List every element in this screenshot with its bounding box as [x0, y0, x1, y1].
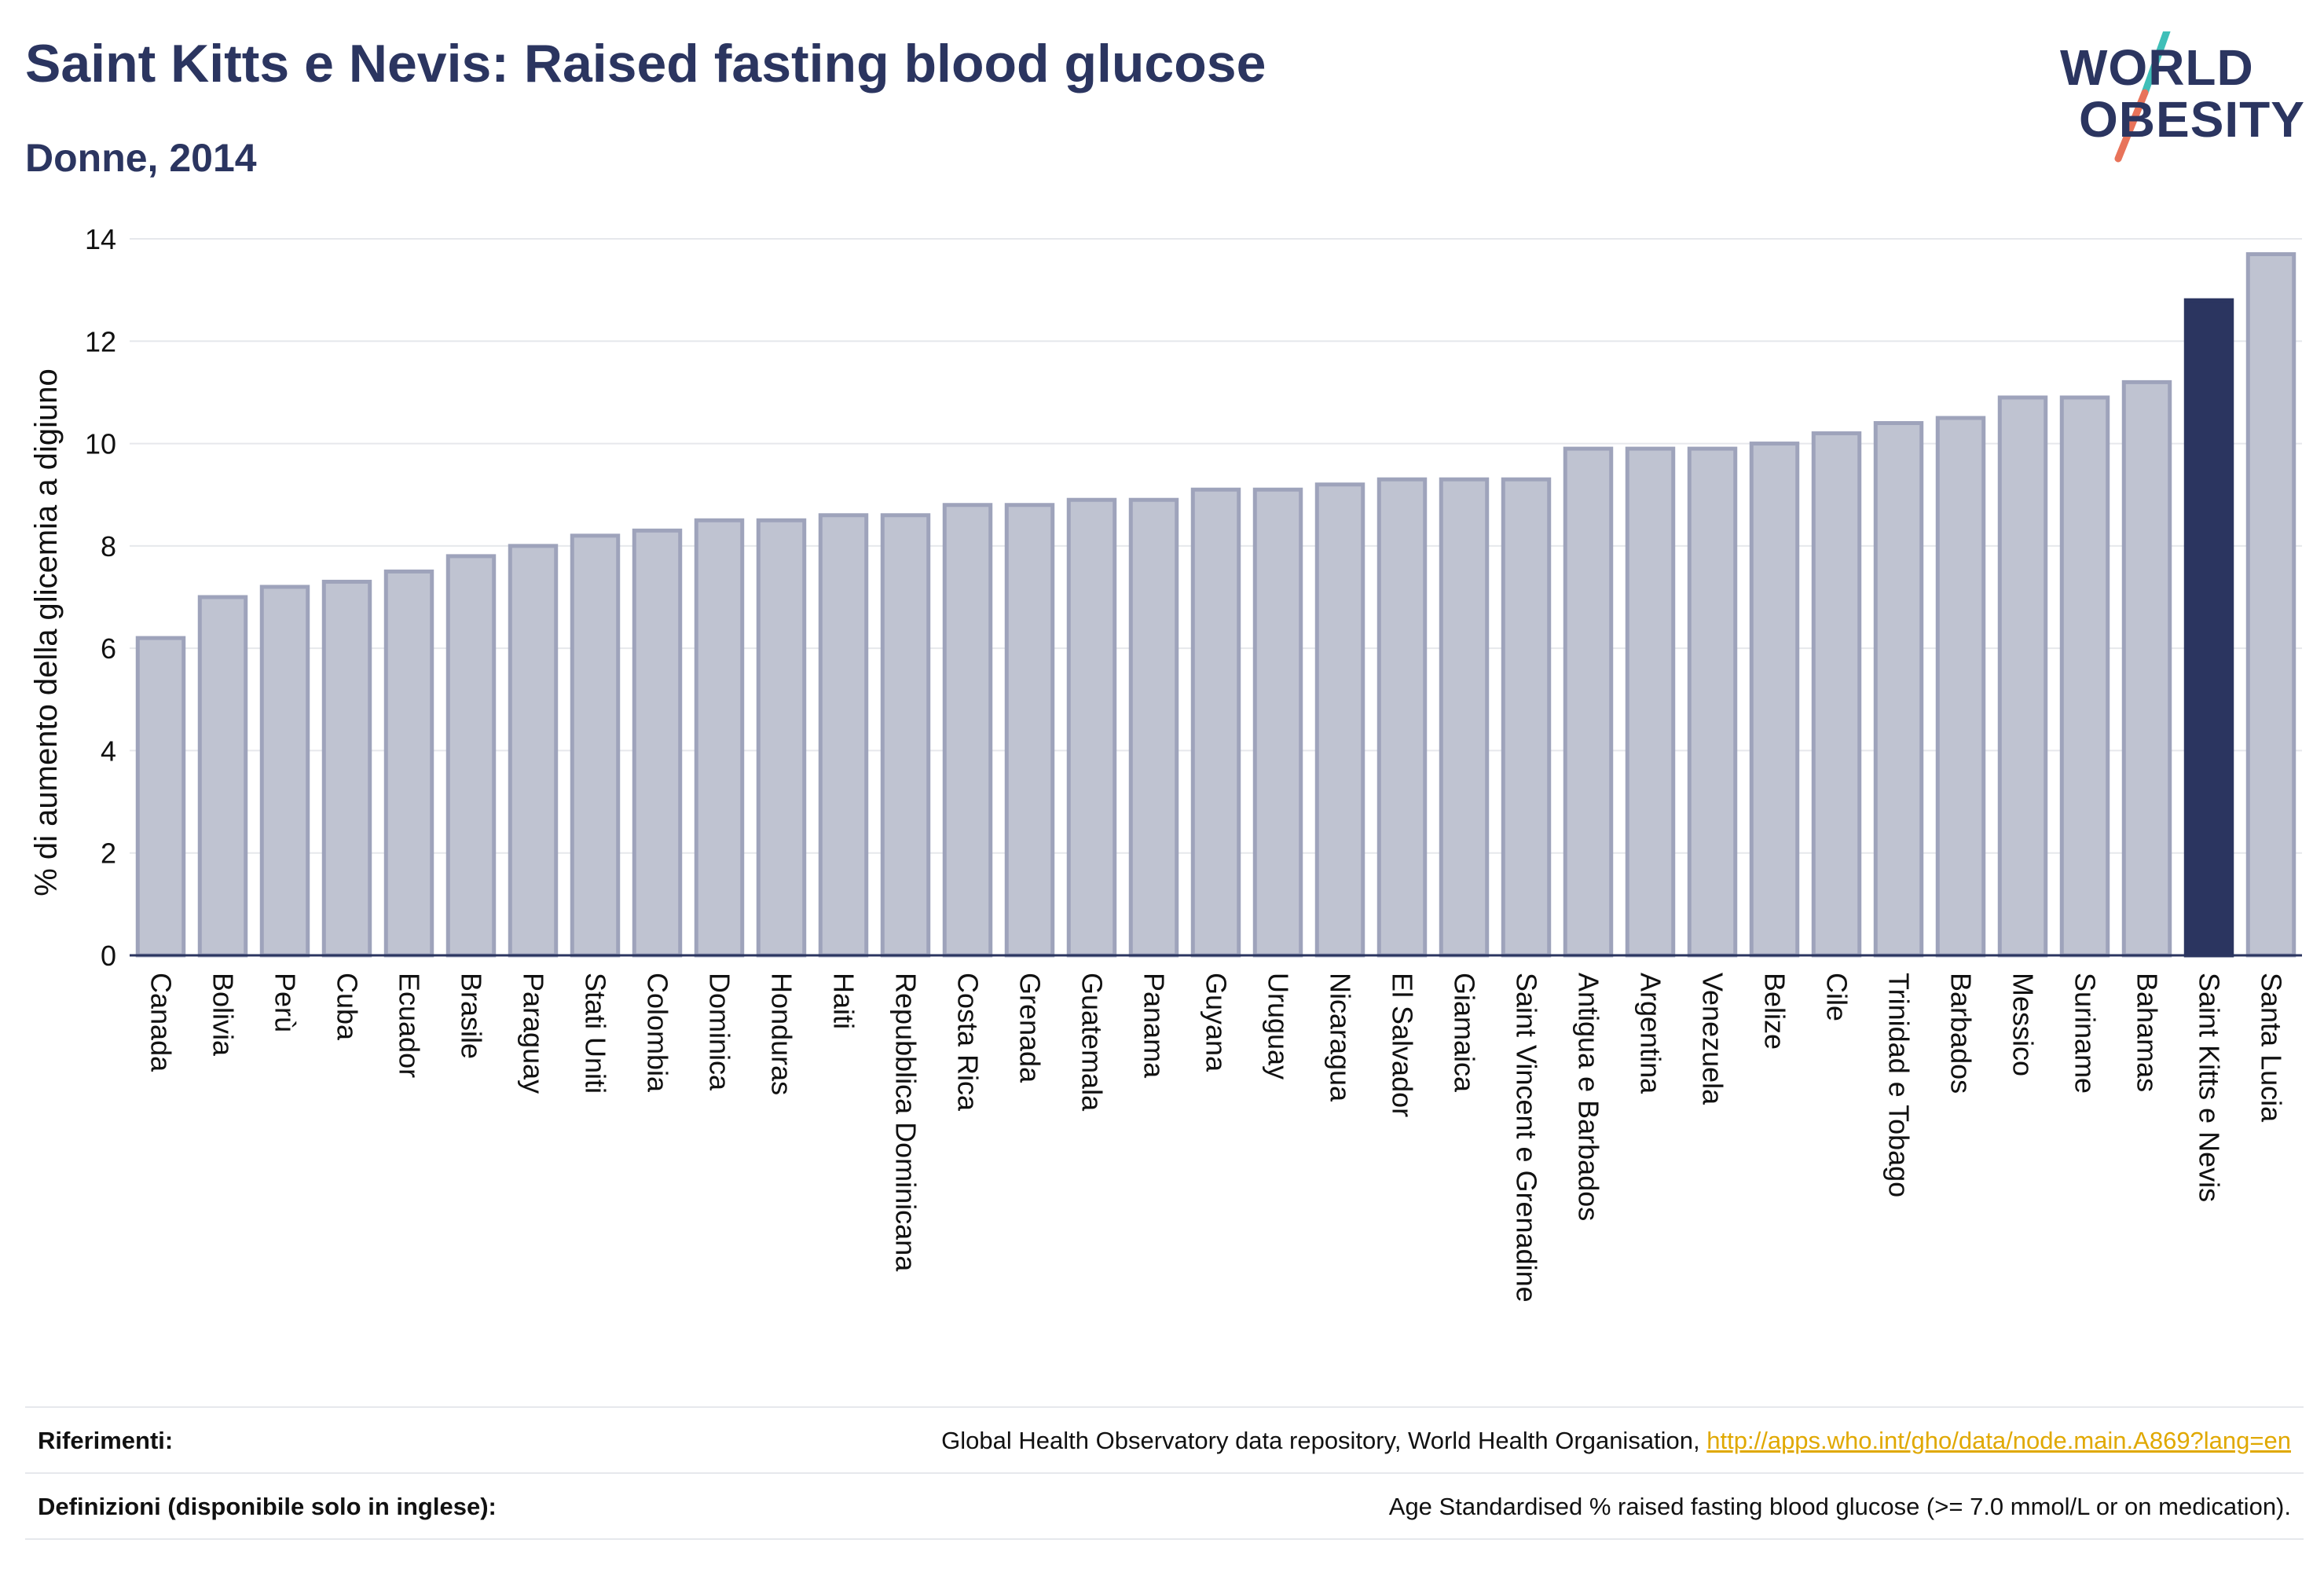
y-tick-labels: 0 2 4 6 8 10 12 14	[85, 223, 116, 972]
bar-bahamas[interactable]	[2121, 379, 2172, 958]
x-tick-label: Honduras	[766, 973, 798, 1095]
logo-text-world: WORLD	[2060, 39, 2254, 96]
chart-title: Saint Kitts e Nevis: Raised fasting bloo…	[25, 34, 1266, 93]
bar-cile[interactable]	[1811, 431, 1862, 958]
x-tick-label: Trinidad e Tobago	[1883, 973, 1915, 1197]
bar-guatemala[interactable]	[1066, 497, 1117, 958]
bar-per-[interactable]	[259, 585, 310, 958]
x-tick-label: Perù	[269, 973, 302, 1032]
bar-saint-kitts-e-nevis[interactable]	[2183, 298, 2234, 958]
bar-giamaica[interactable]	[1439, 477, 1490, 958]
x-tick-label: Haiti	[828, 973, 860, 1029]
bar-uruguay[interactable]	[1252, 487, 1303, 958]
x-tick-label: Venezuela	[1697, 973, 1729, 1105]
bar-antigua-e-barbados[interactable]	[1563, 446, 1614, 958]
bar-barbados[interactable]	[1935, 416, 1986, 958]
chart-subtitle: Donne, 2014	[25, 136, 257, 180]
y-tick-label: 2	[101, 837, 116, 870]
x-tick-label: Colombia	[642, 973, 674, 1093]
bar-venezuela[interactable]	[1687, 446, 1738, 958]
definitions-text: Age Standardised % raised fasting blood …	[1388, 1493, 2291, 1520]
x-tick-label: Uruguay	[1263, 973, 1295, 1079]
y-tick-label: 12	[85, 325, 116, 357]
bar-stati-uniti[interactable]	[570, 533, 621, 958]
bar-trinidad-e-tobago[interactable]	[1873, 421, 1924, 958]
bar-honduras[interactable]	[756, 518, 807, 958]
x-tick-label: Ecuador	[394, 973, 426, 1078]
bar-colombia[interactable]	[632, 528, 683, 958]
definitions-row: Definizioni (disponibile solo in inglese…	[25, 1472, 2304, 1540]
x-tick-label: Santa Lucia	[2256, 973, 2288, 1123]
y-tick-label: 8	[101, 530, 116, 563]
y-tick-label: 14	[85, 223, 116, 255]
references-link[interactable]: http://apps.who.int/gho/data/node.main.A…	[1706, 1427, 2291, 1454]
y-axis-label: % di aumento della glicemia a digiuno	[29, 368, 64, 896]
bar-santa-lucia[interactable]	[2245, 252, 2297, 958]
x-tick-label: Belize	[1759, 973, 1791, 1050]
definitions-label: Definizioni (disponibile solo in inglese…	[38, 1493, 497, 1520]
x-tick-labels: Canada Bolivia Perù Cuba Ecuador Brasile Parag…	[145, 973, 2288, 1303]
bar-chart: 0 2 4 6 8 10 12 14 Canada Bolivia Perù Cuba Ecuador…	[29, 223, 2302, 1303]
bar-bolivia[interactable]	[197, 595, 248, 958]
bar-haiti[interactable]	[818, 513, 869, 958]
x-tick-label: Guyana	[1200, 973, 1233, 1072]
bar-suriname[interactable]	[2059, 395, 2110, 958]
x-tick-label: Grenada	[1014, 973, 1047, 1083]
x-tick-label: Stati Uniti	[580, 973, 612, 1094]
x-tick-label: Repubblica Dominicana	[890, 973, 922, 1272]
bar-repubblica-dominicana[interactable]	[880, 513, 931, 958]
x-tick-label: Bahamas	[2132, 973, 2164, 1092]
x-tick-label: Saint Kitts e Nevis	[2194, 973, 2226, 1202]
x-tick-label: Cile	[1821, 973, 1853, 1021]
x-tick-label: Antigua e Barbados	[1573, 973, 1605, 1221]
logo-text-obesity: OBESITY	[2079, 91, 2305, 148]
x-tick-label: Paraguay	[518, 973, 550, 1094]
bar-guyana[interactable]	[1190, 487, 1241, 958]
bar-panama[interactable]	[1128, 497, 1179, 958]
x-tick-label: Giamaica	[1449, 973, 1481, 1093]
bar-messico[interactable]	[1997, 395, 2048, 958]
x-tick-label: El Salvador	[1387, 973, 1419, 1117]
world-obesity-logo: WORLD OBESITY	[2051, 31, 2310, 165]
bar-belize[interactable]	[1749, 442, 1800, 958]
y-tick-label: 0	[101, 940, 116, 972]
x-tick-label: Guatemala	[1076, 973, 1109, 1112]
y-tick-label: 10	[85, 428, 116, 460]
x-tick-label: Suriname	[2069, 973, 2102, 1094]
references-text: Global Health Observatory data repositor…	[941, 1427, 1700, 1454]
bar-grenada[interactable]	[1004, 503, 1055, 958]
references-label: Riferimenti:	[38, 1427, 174, 1454]
bar-paraguay[interactable]	[508, 544, 559, 958]
x-tick-label: Costa Rica	[952, 973, 984, 1112]
x-tick-label: Bolivia	[207, 973, 240, 1057]
references-row: Riferimenti: Global Health Observatory d…	[25, 1406, 2304, 1472]
bars	[135, 252, 2297, 958]
x-tick-label: Dominica	[704, 973, 736, 1091]
x-tick-label: Messico	[2007, 973, 2040, 1076]
x-tick-label: Panama	[1138, 973, 1171, 1079]
bar-dominica[interactable]	[694, 518, 745, 958]
x-tick-label: Canada	[145, 973, 178, 1072]
bar-brasile[interactable]	[445, 554, 497, 958]
x-tick-label: Brasile	[456, 973, 488, 1059]
y-tick-label: 6	[101, 632, 116, 665]
x-tick-label: Cuba	[332, 973, 364, 1041]
references-value: Global Health Observatory data repositor…	[941, 1427, 2291, 1455]
x-tick-label: Nicaragua	[1325, 973, 1357, 1102]
bar-saint-vincent-e-grenadine[interactable]	[1501, 477, 1552, 958]
bar-nicaragua[interactable]	[1314, 482, 1365, 958]
bar-argentina[interactable]	[1625, 446, 1676, 958]
y-tick-label: 4	[101, 735, 116, 767]
bar-costa-rica[interactable]	[942, 503, 993, 958]
bar-canada[interactable]	[135, 636, 186, 958]
bar-cuba[interactable]	[321, 579, 372, 958]
logo-slash-icon	[2114, 31, 2171, 163]
x-tick-label: Barbados	[1945, 973, 1978, 1094]
x-tick-label: Argentina	[1635, 973, 1667, 1094]
bar-el-salvador[interactable]	[1376, 477, 1428, 958]
x-tick-label: Saint Vincent e Grenadine	[1511, 973, 1543, 1303]
bar-ecuador[interactable]	[383, 569, 434, 958]
